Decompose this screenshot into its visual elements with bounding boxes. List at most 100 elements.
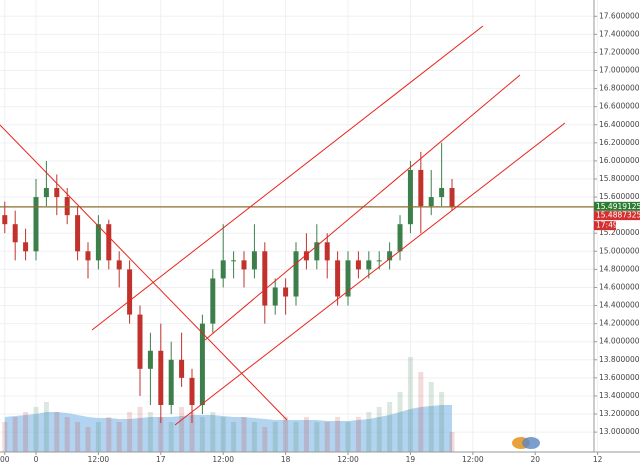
y-tick-label: 16.80000000 [599,84,640,93]
candle-body [179,359,185,378]
prev-price-box [594,211,640,221]
candle-body [439,188,445,198]
candle-body [168,359,174,405]
candle-body [407,169,413,225]
candle-body [355,260,361,270]
volume-layer [2,357,455,452]
volume-bar [158,417,164,452]
candle-body [106,224,112,261]
y-tick-label: 13.20000000 [599,409,640,418]
volume-bar [199,417,205,452]
x-tick-label: 20 [530,455,540,464]
volume-bar [366,412,372,452]
candle-body [397,224,403,252]
y-tick-label: 14.80000000 [599,264,640,273]
volume-average-area [4,405,453,452]
last-price-label: 15.49191258 [596,202,640,211]
candle-body [251,251,257,270]
candle-body [283,287,289,297]
candle-body [127,269,133,315]
volume-bar [335,417,341,452]
volume-bar [324,422,330,452]
volume-bar [387,402,393,452]
candle-body [75,215,81,252]
volume-bar [106,417,112,452]
volume-bar [220,417,226,452]
volume-bar [12,417,18,452]
candle-body [220,260,226,279]
y-tick-label: 16.40000000 [599,120,640,129]
volume-bar [75,422,81,452]
volume-bar [262,427,268,452]
volume-bar [54,412,60,452]
candle-body [43,188,49,198]
y-tick-label: 16.20000000 [599,138,640,147]
candle-body [33,197,39,252]
x-tick-label: 12:00 [88,455,110,464]
volume-bar [251,422,257,452]
volume-bar [137,407,143,452]
volume-bar [189,412,195,452]
logo-shape [522,437,540,449]
x-tick-label: 17 [156,455,166,464]
y-tick-label: 14.20000000 [599,319,640,328]
time-label: 17:49 [596,221,618,230]
candle-body [449,188,455,208]
trend-line [0,124,288,421]
volume-bar [168,422,174,452]
volume-bar [231,422,237,452]
x-tick-label: 18 [281,455,291,464]
candle-body [231,260,237,262]
x-tick-label: 12:00 [212,455,234,464]
candle-body [366,260,372,270]
candle-body [137,314,143,369]
candle-body [418,169,424,207]
volume-bar [418,372,424,452]
volume-bar [355,417,361,452]
volume-bar [303,417,309,452]
candle-body [387,251,393,261]
volume-bar [147,412,153,452]
x-tick-label: 0 [34,455,39,464]
volume-bar [43,402,49,452]
candle-body [116,260,122,270]
volume-bar [345,422,351,452]
volume-bar [439,392,445,452]
prev-price-label: 15.48873254 [596,211,640,220]
candle-body [376,260,382,262]
time-box [594,221,616,231]
channel-line [91,25,484,331]
price-labels: 15.4919125815.4887325417:49 [594,201,640,231]
candle-body [262,251,268,306]
candle-body [85,251,91,261]
volume-bar [33,407,39,452]
channel-line [204,74,521,341]
candle-body [23,242,29,252]
volume-bar [85,427,91,452]
y-tick-label: 15.20000000 [599,228,640,237]
candle-body [147,350,153,369]
candle-body [12,224,18,243]
candle-body [2,215,8,225]
x-tick-label: 12:00 [337,455,359,464]
volume-bar [116,422,122,452]
candle-body [210,278,216,324]
last-price-box [594,201,640,211]
candle-body [335,260,341,297]
candle-body [158,350,164,405]
volume-bar [397,392,403,452]
candle-body [324,242,330,261]
volume-bar [283,417,289,452]
volume-bar [64,417,70,452]
volume-bar [293,422,299,452]
volume-bar [127,412,133,452]
y-tick-label: 13.80000000 [599,355,640,364]
